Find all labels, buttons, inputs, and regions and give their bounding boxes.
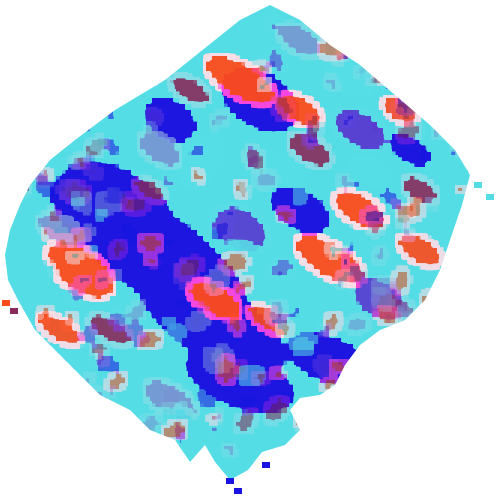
- stray-fragments: [2, 160, 494, 494]
